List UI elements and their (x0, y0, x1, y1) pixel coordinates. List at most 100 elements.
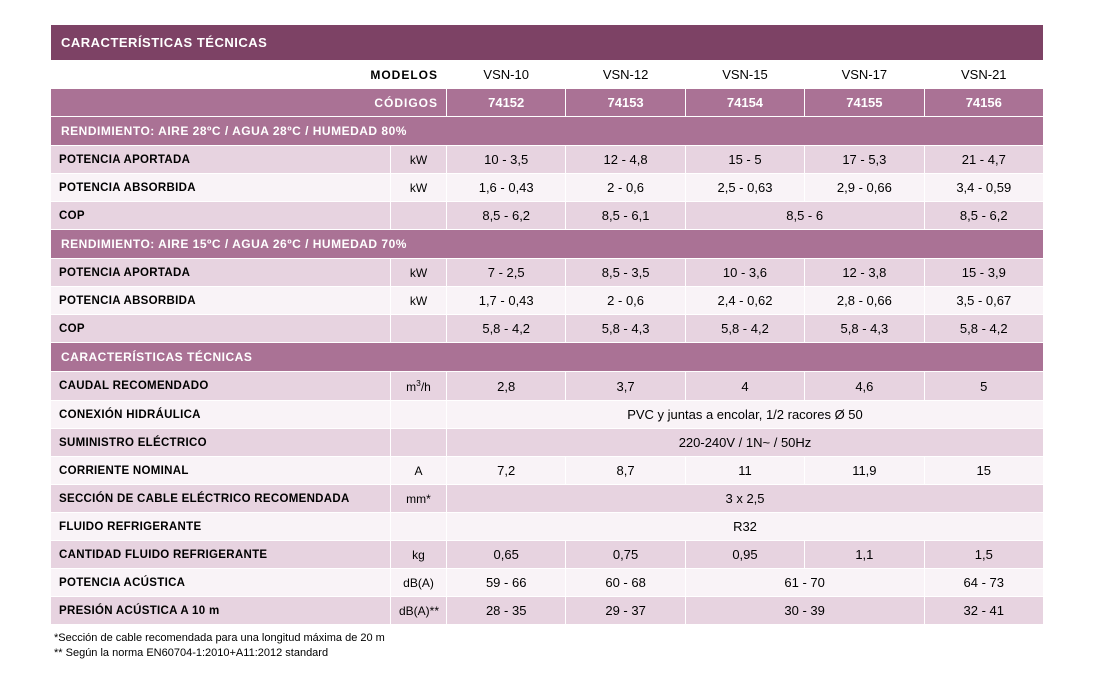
row-unit: A (391, 457, 447, 485)
cell-value: 3 x 2,5 (447, 485, 1044, 513)
footnote-line: *Sección de cable recomendada para una l… (54, 631, 1044, 646)
row-label: COP (51, 202, 391, 230)
row-unit: dB(A) (391, 569, 447, 597)
table-row: POTENCIA ACÚSTICAdB(A)59 - 6660 - 6861 -… (51, 569, 1044, 597)
cell-value: 4 (685, 372, 804, 401)
table-row: PRESIÓN ACÚSTICA A 10 mdB(A)**28 - 3529 … (51, 597, 1044, 625)
cell-value: 12 - 3,8 (805, 259, 924, 287)
table-row: POTENCIA APORTADAkW10 - 3,512 - 4,815 - … (51, 146, 1044, 174)
cell-value: 2 - 0,6 (566, 174, 685, 202)
row-unit (391, 401, 447, 429)
table-row: COP8,5 - 6,28,5 - 6,18,5 - 68,5 - 6,2 (51, 202, 1044, 230)
row-unit: mm* (391, 485, 447, 513)
cell-value: PVC y juntas a encolar, 1/2 racores Ø 50 (447, 401, 1044, 429)
row-label: SECCIÓN DE CABLE ELÉCTRICO RECOMENDADA (51, 485, 391, 513)
cell-value: 1,5 (924, 541, 1043, 569)
table-title-row: CARACTERÍSTICAS TÉCNICAS (51, 25, 1044, 61)
cell-value: R32 (447, 513, 1044, 541)
table-row: SUMINISTRO ELÉCTRICO 220-240V / 1N~ / 50H… (51, 429, 1044, 457)
row-label: POTENCIA ABSORBIDA (51, 287, 391, 315)
code-value: 74155 (805, 89, 924, 117)
row-unit: kW (391, 174, 447, 202)
row-label: SUMINISTRO ELÉCTRICO (51, 429, 391, 457)
cell-value: 10 - 3,6 (685, 259, 804, 287)
cell-value: 8,5 - 6,1 (566, 202, 685, 230)
cell-value: 2,9 - 0,66 (805, 174, 924, 202)
cell-value: 8,5 - 6,2 (924, 202, 1043, 230)
cell-value: 8,5 - 6 (685, 202, 924, 230)
row-label: POTENCIA ABSORBIDA (51, 174, 391, 202)
row-label: POTENCIA APORTADA (51, 146, 391, 174)
cell-value: 60 - 68 (566, 569, 685, 597)
section-heading-row: CARACTERÍSTICAS TÉCNICAS (51, 343, 1044, 372)
codes-label: CÓDIGOS (51, 89, 447, 117)
cell-value: 220-240V / 1N~ / 50Hz (447, 429, 1044, 457)
cell-value: 8,7 (566, 457, 685, 485)
row-label: POTENCIA ACÚSTICA (51, 569, 391, 597)
cell-value: 15 - 5 (685, 146, 804, 174)
model-name: VSN-17 (805, 61, 924, 89)
cell-value: 5,8 - 4,2 (447, 315, 566, 343)
model-name: VSN-10 (447, 61, 566, 89)
cell-value: 5,8 - 4,2 (685, 315, 804, 343)
cell-value: 30 - 39 (685, 597, 924, 625)
row-label: CANTIDAD FLUIDO REFRIGERANTE (51, 541, 391, 569)
cell-value: 3,4 - 0,59 (924, 174, 1043, 202)
code-value: 74153 (566, 89, 685, 117)
cell-value: 5,8 - 4,2 (924, 315, 1043, 343)
footnote-line: ** Según la norma EN60704-1:2010+A11:201… (54, 646, 1044, 661)
cell-value: 11 (685, 457, 804, 485)
cell-value: 5,8 - 4,3 (805, 315, 924, 343)
cell-value: 1,6 - 0,43 (447, 174, 566, 202)
row-unit: kW (391, 146, 447, 174)
spec-table: CARACTERÍSTICAS TÉCNICASMODELOSVSN-10VSN… (50, 24, 1044, 625)
row-unit (391, 315, 447, 343)
row-unit: kW (391, 259, 447, 287)
cell-value: 2,8 - 0,66 (805, 287, 924, 315)
row-label: PRESIÓN ACÚSTICA A 10 m (51, 597, 391, 625)
cell-value: 28 - 35 (447, 597, 566, 625)
table-row: CAUDAL RECOMENDADOm3/h2,83,744,65 (51, 372, 1044, 401)
cell-value: 64 - 73 (924, 569, 1043, 597)
cell-value: 32 - 41 (924, 597, 1043, 625)
table-row: CORRIENTE NOMINALA7,28,71111,915 (51, 457, 1044, 485)
cell-value: 8,5 - 3,5 (566, 259, 685, 287)
cell-value: 10 - 3,5 (447, 146, 566, 174)
section-heading: CARACTERÍSTICAS TÉCNICAS (51, 343, 1044, 372)
row-unit: kW (391, 287, 447, 315)
section-heading-row: RENDIMIENTO: AIRE 15ºC / AGUA 26ºC / HUM… (51, 230, 1044, 259)
row-unit: dB(A)** (391, 597, 447, 625)
cell-value: 12 - 4,8 (566, 146, 685, 174)
cell-value: 2,8 (447, 372, 566, 401)
table-row: POTENCIA ABSORBIDAkW1,7 - 0,432 - 0,62,4… (51, 287, 1044, 315)
cell-value: 61 - 70 (685, 569, 924, 597)
row-label: CORRIENTE NOMINAL (51, 457, 391, 485)
code-value: 74154 (685, 89, 804, 117)
code-value: 74156 (924, 89, 1043, 117)
row-unit (391, 429, 447, 457)
table-row: SECCIÓN DE CABLE ELÉCTRICO RECOMENDADAmm… (51, 485, 1044, 513)
table-row: FLUIDO REFRIGERANTE R32 (51, 513, 1044, 541)
cell-value: 7 - 2,5 (447, 259, 566, 287)
row-label: CAUDAL RECOMENDADO (51, 372, 391, 401)
cell-value: 0,75 (566, 541, 685, 569)
table-row: CANTIDAD FLUIDO REFRIGERANTEkg0,650,750,… (51, 541, 1044, 569)
table-row: COP5,8 - 4,25,8 - 4,35,8 - 4,25,8 - 4,35… (51, 315, 1044, 343)
row-label: FLUIDO REFRIGERANTE (51, 513, 391, 541)
cell-value: 3,7 (566, 372, 685, 401)
row-unit: kg (391, 541, 447, 569)
section-heading: RENDIMIENTO: AIRE 15ºC / AGUA 26ºC / HUM… (51, 230, 1044, 259)
cell-value: 5 (924, 372, 1043, 401)
row-label: CONEXIÓN HIDRÁULICA (51, 401, 391, 429)
cell-value: 59 - 66 (447, 569, 566, 597)
cell-value: 8,5 - 6,2 (447, 202, 566, 230)
footnotes: *Sección de cable recomendada para una l… (50, 631, 1044, 662)
cell-value: 1,1 (805, 541, 924, 569)
table-title: CARACTERÍSTICAS TÉCNICAS (51, 25, 1044, 61)
models-label: MODELOS (51, 61, 447, 89)
cell-value: 17 - 5,3 (805, 146, 924, 174)
table-row: POTENCIA APORTADAkW7 - 2,58,5 - 3,510 - … (51, 259, 1044, 287)
row-label: POTENCIA APORTADA (51, 259, 391, 287)
row-label: COP (51, 315, 391, 343)
cell-value: 0,95 (685, 541, 804, 569)
